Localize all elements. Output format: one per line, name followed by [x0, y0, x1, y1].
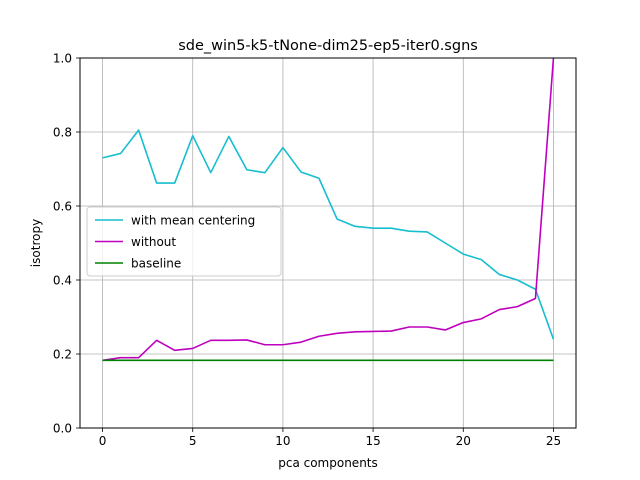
y-tick-label: 0.6	[53, 200, 72, 214]
legend: with mean centering without baseline	[86, 206, 282, 277]
x-tick-label: 10	[275, 434, 290, 448]
series-line-0	[102, 129, 555, 340]
y-tick-label: 0.8	[53, 126, 72, 140]
legend-label: baseline	[131, 257, 181, 271]
x-tick-label: 25	[546, 434, 561, 448]
x-tick-label: 15	[365, 434, 380, 448]
y-tick-label: 0.4	[53, 274, 72, 288]
legend-box	[86, 206, 282, 277]
chart-title: sde_win5-k5-tNone-dim25-ep5-iter0.sgns	[178, 38, 478, 54]
x-axis-label: pca components	[278, 456, 378, 470]
legend-label: with mean centering	[131, 214, 255, 228]
y-tick-label: 0.2	[53, 348, 72, 362]
legend-label: without	[131, 235, 176, 249]
x-tick-label: 0	[99, 434, 107, 448]
axis-ticks: 0 5 10 15 20 25 0.0 0.2 0.4 0.6 0.8 1.0	[53, 52, 561, 449]
plot-frame	[79, 57, 577, 429]
series-lines	[102, 57, 555, 362]
x-tick-label: 5	[189, 434, 197, 448]
y-axis-label: isotropy	[29, 219, 43, 267]
x-tick-label: 20	[456, 434, 471, 448]
y-tick-label: 0.0	[53, 422, 72, 436]
y-tick-label: 1.0	[53, 52, 72, 66]
series-line-1	[102, 57, 555, 362]
